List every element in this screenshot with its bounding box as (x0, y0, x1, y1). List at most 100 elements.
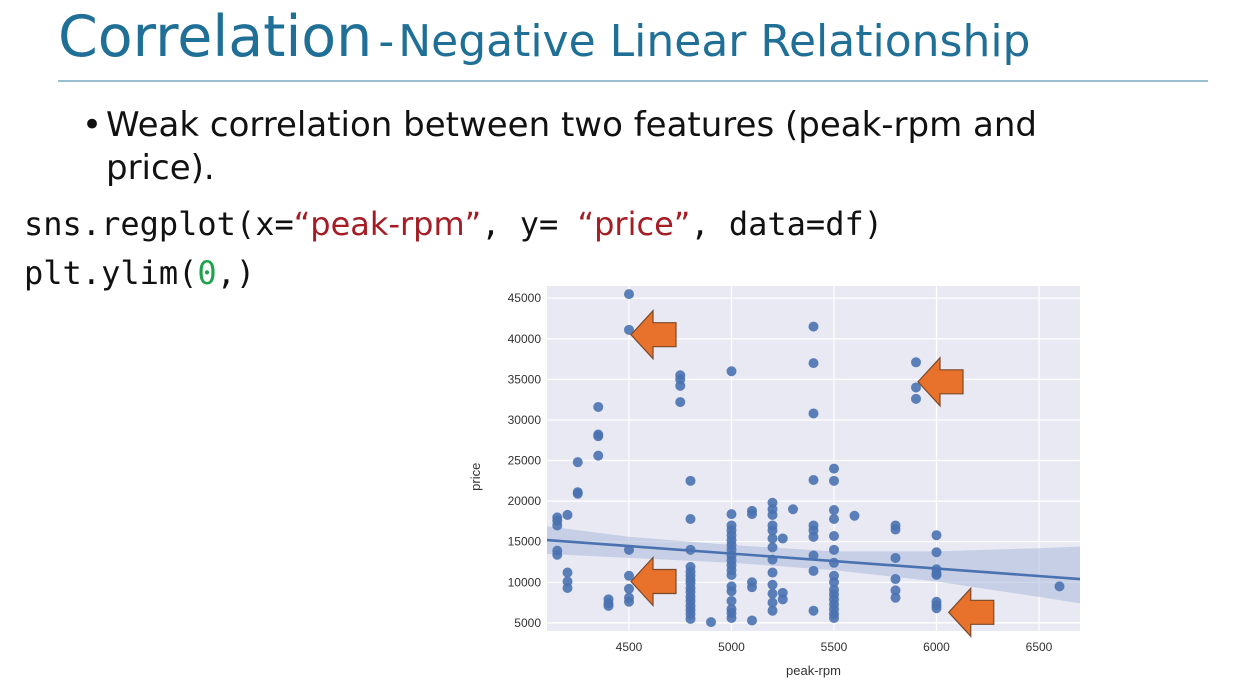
data-point (572, 457, 583, 468)
title-separator: - (378, 16, 395, 67)
data-point (911, 357, 921, 368)
code-ylim-call: plt.ylim( (24, 254, 198, 292)
title-divider (58, 80, 1208, 82)
data-point (726, 509, 737, 520)
data-point (788, 504, 798, 515)
code-ylim-end: ,) (216, 254, 256, 292)
data-point (829, 613, 839, 624)
data-point (562, 567, 573, 578)
data-point (747, 582, 757, 593)
data-point (675, 380, 686, 391)
data-point (767, 509, 778, 520)
data-point (552, 512, 563, 523)
data-point (829, 513, 839, 524)
data-point (685, 613, 696, 624)
title-main: Correlation (58, 4, 373, 70)
data-point (931, 547, 942, 558)
data-point (603, 600, 614, 611)
data-point (562, 582, 573, 593)
data-point (911, 393, 921, 404)
slide-title: Correlation -Negative Linear Relationship (58, 4, 1228, 70)
y-tick-label: 40000 (508, 332, 542, 346)
data-point (931, 530, 942, 541)
regression-line (546, 538, 1081, 581)
data-point (624, 324, 634, 335)
bullet-point: • Weak correlation between two features … (82, 104, 1082, 190)
x-axis-label: peak-rpm (786, 663, 841, 678)
title-subtitle: Negative Linear Relationship (398, 16, 1031, 67)
data-point (808, 408, 819, 419)
data-point (849, 510, 860, 521)
data-point (808, 475, 819, 486)
data-point (890, 524, 901, 535)
data-point (624, 289, 634, 300)
x-tick-label: 4500 (616, 640, 643, 654)
bullet-text: Weak correlation between two features (p… (106, 105, 1037, 188)
code-regplot-call: sns.regplot(x= (24, 205, 294, 243)
data-point (808, 321, 819, 332)
data-point (593, 450, 604, 461)
data-point (829, 463, 839, 474)
data-point (572, 488, 583, 499)
code-regplot-end: , data=df) (690, 205, 883, 243)
data-point (808, 565, 819, 576)
data-point (767, 542, 778, 553)
x-tick-label: 6500 (1026, 640, 1053, 654)
data-point (552, 545, 563, 556)
data-point (808, 531, 819, 542)
y-tick-label: 5000 (514, 616, 541, 630)
code-line-regplot: sns.regplot(x=“peak-rpm”, y= “price”, da… (24, 205, 883, 243)
data-point (808, 605, 819, 616)
callout-arrow-icon (630, 555, 677, 608)
data-point (777, 533, 788, 544)
y-tick-label: 15000 (508, 535, 542, 549)
code-number-zero: 0 (197, 254, 217, 292)
data-point (767, 605, 778, 616)
data-point (1054, 581, 1065, 592)
callout-arrow-icon (630, 309, 677, 361)
data-point (890, 552, 901, 563)
y-tick-label: 35000 (508, 372, 542, 386)
data-point (747, 509, 757, 520)
data-point (931, 603, 942, 614)
data-point (624, 596, 634, 607)
data-point (706, 617, 716, 628)
data-point (767, 533, 778, 544)
data-point (829, 557, 839, 568)
data-point (624, 583, 634, 594)
y-axis-label: price (468, 463, 483, 491)
data-point (767, 588, 778, 599)
data-point (829, 544, 839, 555)
data-point (767, 597, 778, 608)
data-point (767, 525, 778, 536)
callout-arrow-icon (947, 586, 995, 638)
data-point (726, 586, 737, 597)
y-tick-label: 10000 (508, 575, 542, 589)
scatter-plot: 4500 5000 5500 6000 6500 5000 10000 15000 20000 2… (468, 286, 1081, 678)
data-point (562, 509, 573, 520)
data-point (829, 531, 839, 542)
confidence-band (547, 526, 1080, 604)
data-point (890, 592, 901, 603)
data-point (593, 431, 604, 442)
code-string-price: “price” (577, 205, 691, 243)
data-point (808, 358, 819, 369)
data-point (593, 401, 604, 412)
data-point (808, 550, 819, 561)
data-point (829, 475, 839, 486)
y-tick-label: 20000 (508, 494, 542, 508)
callout-arrow-icon (917, 356, 964, 408)
data-point (911, 382, 921, 393)
y-tick-label: 30000 (508, 413, 542, 427)
data-point (747, 615, 757, 626)
data-point (767, 567, 778, 578)
bullet-dot-icon: • (82, 105, 103, 145)
data-point (685, 475, 696, 486)
data-point (890, 574, 901, 585)
data-point (726, 366, 737, 377)
code-line-ylim: plt.ylim(0,) (24, 254, 255, 292)
data-point (829, 505, 839, 516)
code-regplot-sep: , y= (481, 205, 578, 243)
data-point (726, 613, 737, 624)
code-string-peak-rpm: “peak-rpm” (293, 205, 482, 243)
